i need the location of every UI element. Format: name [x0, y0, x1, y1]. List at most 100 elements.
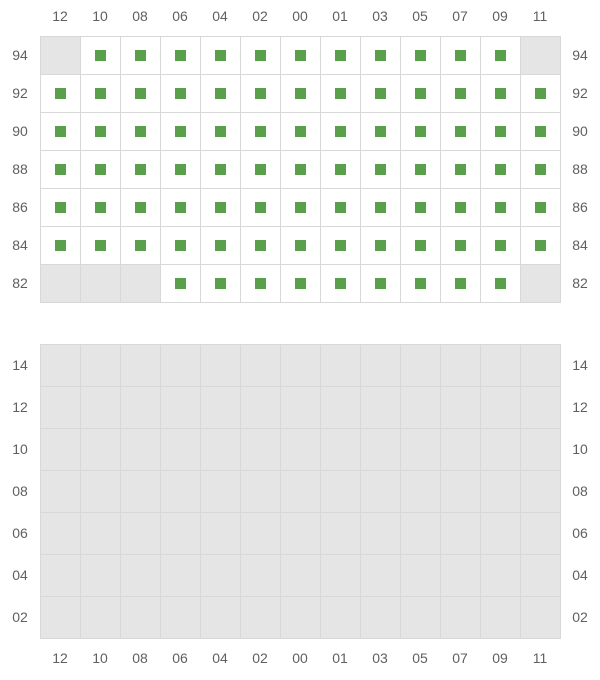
grid-cell[interactable] [360, 112, 401, 151]
grid-cell[interactable] [80, 188, 121, 227]
grid-cell[interactable] [120, 596, 161, 639]
grid-cell[interactable] [120, 512, 161, 555]
grid-cell[interactable] [80, 74, 121, 113]
grid-cell[interactable] [280, 470, 321, 513]
grid-cell[interactable] [200, 150, 241, 189]
grid-cell[interactable] [240, 150, 281, 189]
grid-cell[interactable] [480, 74, 521, 113]
grid-cell[interactable] [360, 150, 401, 189]
grid-cell[interactable] [160, 188, 201, 227]
grid-cell[interactable] [280, 512, 321, 555]
grid-cell[interactable] [160, 150, 201, 189]
grid-cell[interactable] [40, 428, 81, 471]
grid-cell[interactable] [520, 36, 561, 75]
grid-cell[interactable] [440, 36, 481, 75]
grid-cell[interactable] [360, 264, 401, 303]
grid-cell[interactable] [480, 112, 521, 151]
grid-cell[interactable] [120, 344, 161, 387]
grid-cell[interactable] [400, 188, 441, 227]
grid-cell[interactable] [520, 188, 561, 227]
grid-cell[interactable] [160, 74, 201, 113]
grid-cell[interactable] [360, 554, 401, 597]
grid-cell[interactable] [440, 428, 481, 471]
grid-cell[interactable] [120, 150, 161, 189]
grid-cell[interactable] [80, 428, 121, 471]
grid-cell[interactable] [280, 428, 321, 471]
grid-cell[interactable] [280, 36, 321, 75]
grid-cell[interactable] [520, 112, 561, 151]
grid-cell[interactable] [520, 264, 561, 303]
grid-cell[interactable] [520, 512, 561, 555]
grid-cell[interactable] [400, 386, 441, 429]
grid-cell[interactable] [520, 150, 561, 189]
grid-cell[interactable] [200, 188, 241, 227]
grid-cell[interactable] [400, 344, 441, 387]
grid-cell[interactable] [40, 554, 81, 597]
grid-cell[interactable] [280, 150, 321, 189]
grid-cell[interactable] [360, 74, 401, 113]
grid-cell[interactable] [360, 386, 401, 429]
grid-cell[interactable] [240, 386, 281, 429]
grid-cell[interactable] [440, 74, 481, 113]
grid-cell[interactable] [240, 112, 281, 151]
grid-cell[interactable] [400, 512, 441, 555]
grid-cell[interactable] [80, 386, 121, 429]
grid-cell[interactable] [400, 74, 441, 113]
grid-cell[interactable] [120, 36, 161, 75]
grid-cell[interactable] [440, 470, 481, 513]
grid-cell[interactable] [200, 386, 241, 429]
grid-cell[interactable] [120, 264, 161, 303]
grid-cell[interactable] [200, 74, 241, 113]
grid-cell[interactable] [200, 470, 241, 513]
grid-cell[interactable] [80, 344, 121, 387]
grid-cell[interactable] [320, 344, 361, 387]
grid-cell[interactable] [360, 344, 401, 387]
grid-cell[interactable] [200, 596, 241, 639]
grid-cell[interactable] [320, 74, 361, 113]
grid-cell[interactable] [280, 554, 321, 597]
grid-cell[interactable] [400, 264, 441, 303]
grid-cell[interactable] [320, 470, 361, 513]
grid-cell[interactable] [320, 188, 361, 227]
grid-cell[interactable] [360, 188, 401, 227]
grid-cell[interactable] [200, 264, 241, 303]
grid-cell[interactable] [240, 344, 281, 387]
grid-cell[interactable] [480, 188, 521, 227]
grid-cell[interactable] [240, 554, 281, 597]
grid-cell[interactable] [120, 554, 161, 597]
grid-cell[interactable] [440, 596, 481, 639]
grid-cell[interactable] [160, 344, 201, 387]
grid-cell[interactable] [280, 74, 321, 113]
grid-cell[interactable] [40, 264, 81, 303]
grid-cell[interactable] [440, 226, 481, 265]
grid-cell[interactable] [80, 596, 121, 639]
grid-cell[interactable] [40, 344, 81, 387]
grid-cell[interactable] [160, 596, 201, 639]
grid-cell[interactable] [160, 470, 201, 513]
grid-cell[interactable] [520, 226, 561, 265]
grid-cell[interactable] [320, 428, 361, 471]
grid-cell[interactable] [280, 386, 321, 429]
grid-cell[interactable] [440, 554, 481, 597]
grid-cell[interactable] [360, 596, 401, 639]
grid-cell[interactable] [360, 428, 401, 471]
grid-cell[interactable] [480, 226, 521, 265]
grid-cell[interactable] [120, 386, 161, 429]
grid-cell[interactable] [240, 188, 281, 227]
grid-cell[interactable] [160, 264, 201, 303]
grid-cell[interactable] [200, 512, 241, 555]
grid-cell[interactable] [40, 112, 81, 151]
grid-cell[interactable] [80, 512, 121, 555]
grid-cell[interactable] [160, 36, 201, 75]
grid-cell[interactable] [240, 428, 281, 471]
grid-cell[interactable] [400, 596, 441, 639]
grid-cell[interactable] [40, 74, 81, 113]
grid-cell[interactable] [240, 36, 281, 75]
grid-cell[interactable] [40, 150, 81, 189]
grid-cell[interactable] [320, 554, 361, 597]
grid-cell[interactable] [80, 226, 121, 265]
grid-cell[interactable] [480, 512, 521, 555]
grid-cell[interactable] [240, 74, 281, 113]
grid-cell[interactable] [400, 226, 441, 265]
grid-cell[interactable] [200, 112, 241, 151]
